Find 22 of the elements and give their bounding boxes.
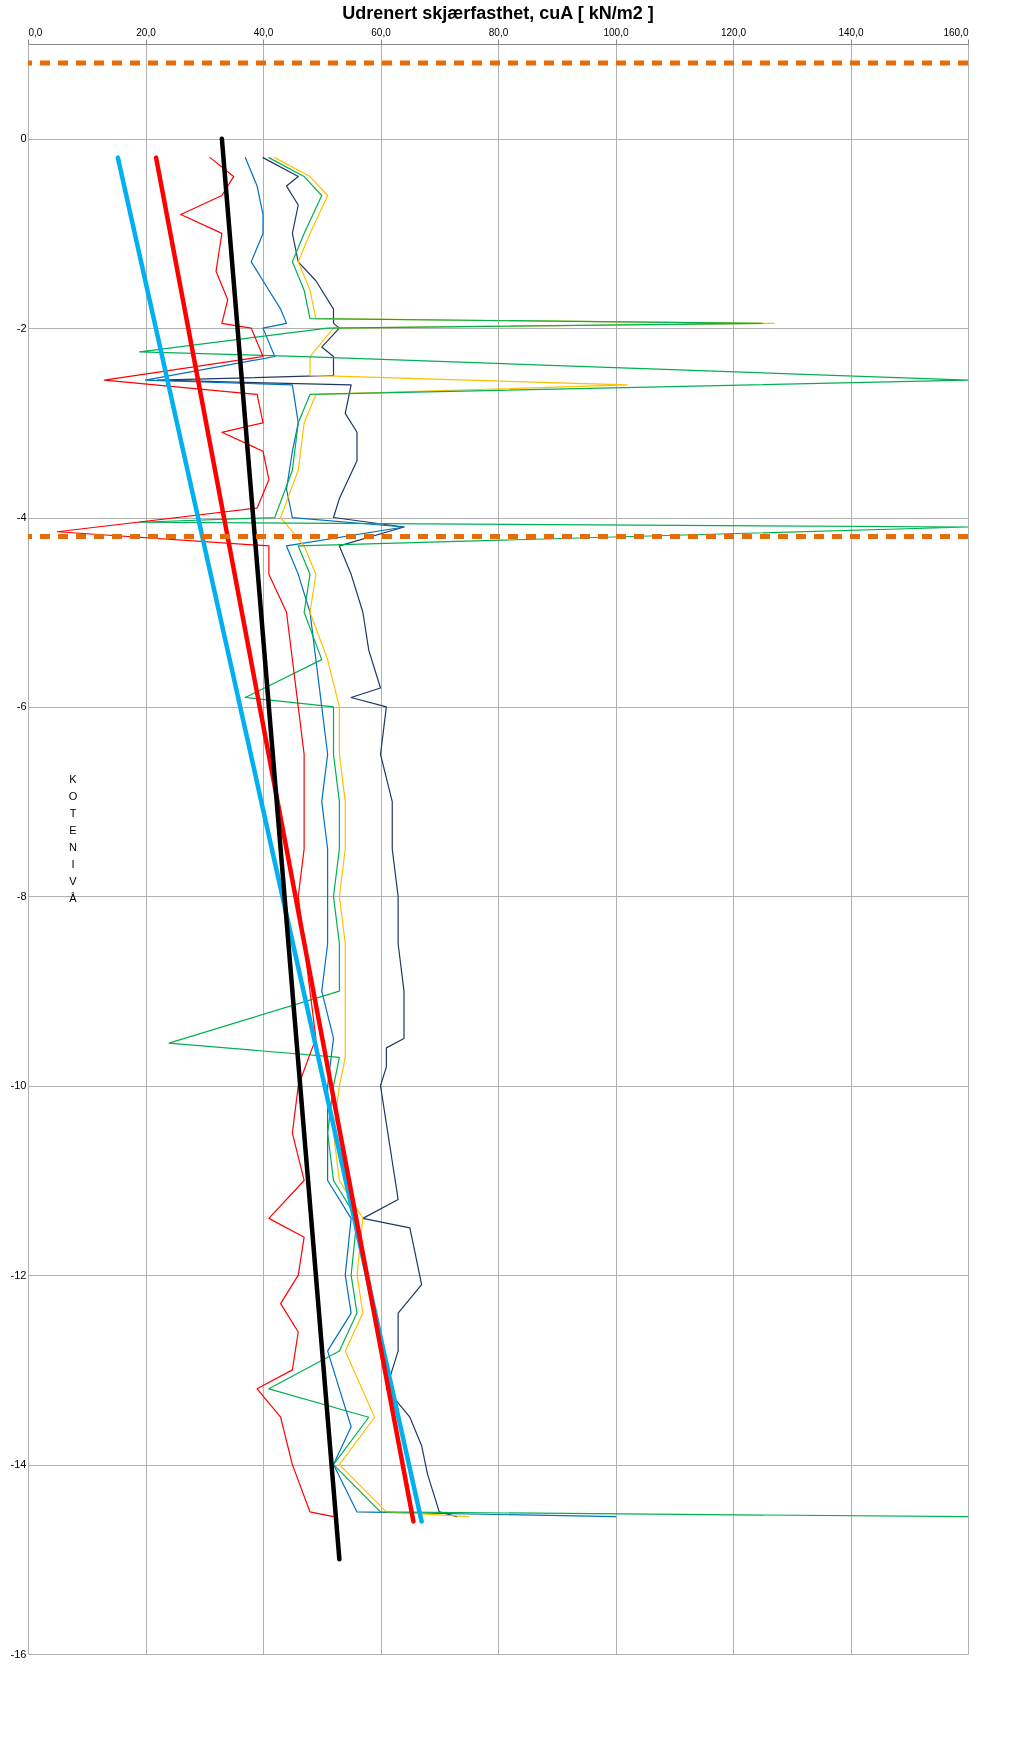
x-tick-label: 140,0	[838, 26, 864, 38]
y-tick-label: -8	[16, 889, 27, 902]
x-tick-label: 80,0	[488, 26, 509, 38]
y-tick-label: -2	[16, 321, 27, 334]
x-tick-label: 120,0	[720, 26, 747, 38]
x-tick-label: 100,0	[603, 26, 629, 38]
y-tick-label: 0	[20, 132, 27, 145]
x-tick-label: 40,0	[253, 26, 274, 38]
x-tick-label: 0,0	[28, 26, 43, 38]
chart-title: Udrenert skjærfasthet, cuA [ kN/m2 ]	[342, 3, 654, 23]
y-tick-label: -16	[10, 1647, 27, 1660]
y-axis-title: KOTENIVÅ	[68, 773, 78, 904]
y-tick-label: -10	[10, 1079, 27, 1092]
y-tick-label: -14	[10, 1458, 27, 1471]
x-tick-label: 60,0	[371, 26, 392, 38]
y-tick-label: -6	[16, 700, 27, 713]
y-tick-label: -4	[16, 511, 27, 524]
x-tick-label: 160,0	[943, 26, 969, 38]
x-tick-label: 20,0	[136, 26, 157, 38]
line-series	[144, 157, 617, 1518]
y-tick-label: -12	[10, 1268, 27, 1281]
line-series	[139, 157, 968, 1518]
